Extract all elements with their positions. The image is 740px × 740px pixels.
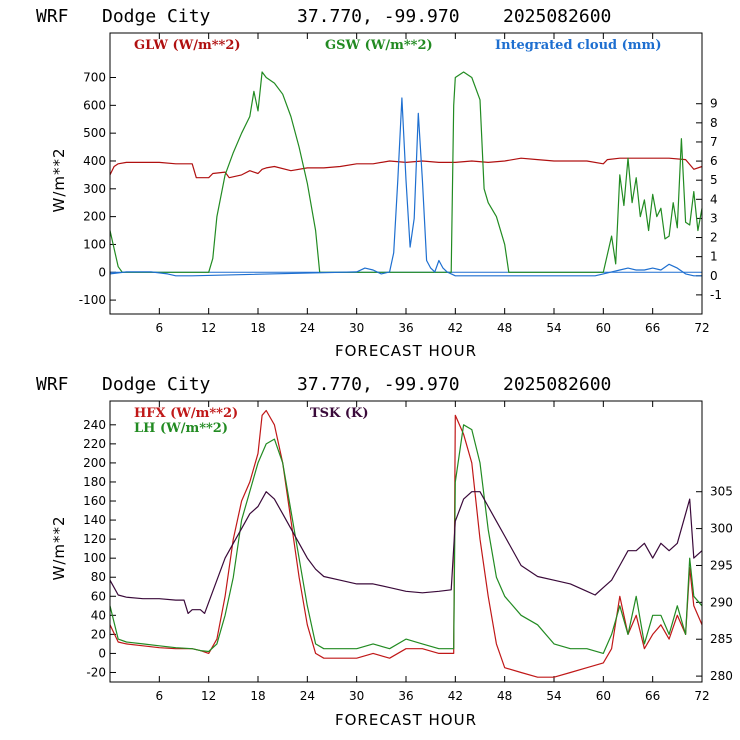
x-tick-label: 36 [398, 321, 413, 335]
y-tick-label: 80 [91, 570, 106, 584]
y-tick-label: 220 [83, 437, 106, 451]
x-tick-label: 72 [694, 689, 709, 703]
y-tick-label: -100 [79, 293, 106, 307]
header-station: Dodge City [102, 6, 211, 27]
y-tick-label: 120 [83, 532, 106, 546]
y2-tick-label: 7 [710, 135, 718, 149]
series-lines [109, 409, 703, 678]
y-tick-label: 700 [83, 71, 106, 85]
panel-radiation: WRF Dodge City 37.770, -99.970 202508260… [36, 6, 722, 360]
x-tick-label: 42 [448, 689, 463, 703]
legend-gsw: GSW (W/m**2) [325, 38, 433, 53]
header-model: WRF [36, 6, 69, 27]
y-tick-label: 100 [83, 237, 106, 251]
x-tick-label: 6 [156, 689, 164, 703]
series-line-glw [109, 157, 703, 179]
y2-tick-label: 280 [710, 669, 733, 683]
y2-tick-label: -1 [710, 288, 722, 302]
x-tick-label: 36 [398, 689, 413, 703]
header-model: WRF [36, 374, 69, 395]
axis-ticks: 6 12 18 24 30 36 42 48 54 60 66 72-1000100200300400… [79, 33, 722, 335]
y2-tick-label: 9 [710, 97, 718, 111]
panel-fluxes: WRF Dodge City 37.770, -99.970 202508260… [36, 374, 733, 729]
y-tick-label: 0 [98, 646, 106, 660]
y2-tick-label: 2 [710, 231, 718, 245]
legend-glw: GLW (W/m**2) [134, 38, 241, 53]
x-tick-label: 30 [349, 689, 364, 703]
x-tick-label: 66 [645, 689, 660, 703]
x-tick-label: 12 [201, 321, 216, 335]
legend-tsk: TSK (K) [310, 406, 369, 421]
y2-tick-label: 8 [710, 116, 718, 130]
legend-cloud: Integrated cloud (mm) [495, 38, 661, 53]
x-tick-label: 30 [349, 321, 364, 335]
header-run: 2025082600 [503, 374, 611, 395]
x-axis-label: FORECAST HOUR [335, 711, 477, 729]
legend-lh: LH (W/m**2) [134, 421, 228, 436]
x-tick-label: 60 [596, 689, 611, 703]
y-tick-label: 180 [83, 475, 106, 489]
x-tick-label: 42 [448, 321, 463, 335]
x-tick-label: 54 [546, 689, 561, 703]
y2-tick-label: 1 [710, 250, 718, 264]
x-tick-label: 60 [596, 321, 611, 335]
y2-tick-label: 4 [710, 192, 718, 206]
y2-tick-label: 290 [710, 595, 733, 609]
x-tick-label: 72 [694, 321, 709, 335]
y2-tick-label: 3 [710, 211, 718, 225]
y2-tick-label: 5 [710, 173, 718, 187]
y-tick-label: -20 [86, 665, 106, 679]
x-tick-label: 18 [250, 689, 265, 703]
x-tick-label: 24 [300, 321, 315, 335]
y2-tick-label: 6 [710, 154, 718, 168]
y-tick-label: 200 [83, 456, 106, 470]
y-axis-label: W/m**2 [50, 147, 68, 212]
series-line-lh [109, 424, 703, 655]
y-tick-label: 600 [83, 98, 106, 112]
x-axis-label: FORECAST HOUR [335, 342, 477, 360]
series-line-integrated [109, 97, 702, 277]
series-line-tsk [109, 491, 703, 615]
header-station: Dodge City [102, 374, 211, 395]
x-tick-label: 24 [300, 689, 315, 703]
header-coords: 37.770, -99.970 [297, 374, 460, 395]
legend-hfx: HFX (W/m**2) [134, 406, 238, 421]
y-tick-label: 100 [83, 551, 106, 565]
y-axis-label: W/m**2 [50, 515, 68, 580]
series-line-gsw [109, 71, 703, 273]
y2-tick-label: 0 [710, 269, 718, 283]
y-tick-label: 140 [83, 513, 106, 527]
x-tick-label: 48 [497, 689, 512, 703]
y-tick-label: 60 [91, 589, 106, 603]
y2-tick-label: 300 [710, 522, 733, 536]
y-tick-label: 200 [83, 210, 106, 224]
y-tick-label: 0 [98, 265, 106, 279]
y2-tick-label: 305 [710, 485, 733, 499]
y-tick-label: 240 [83, 418, 106, 432]
x-tick-label: 6 [156, 321, 164, 335]
x-tick-label: 48 [497, 321, 512, 335]
series-line-hfx [109, 409, 703, 678]
header-coords: 37.770, -99.970 [297, 6, 460, 27]
plot-frame [109, 400, 703, 683]
y-tick-label: 300 [83, 182, 106, 196]
x-tick-label: 18 [250, 321, 265, 335]
y2-tick-label: 285 [710, 632, 733, 646]
y-tick-label: 20 [91, 627, 106, 641]
axis-ticks: 6 12 18 24 30 36 42 48 54 60 66 72 -20 0 20 40 60 80 100 12… [83, 401, 733, 703]
plot-frame [109, 32, 703, 315]
y2-tick-label: 295 [710, 558, 733, 572]
y-tick-label: 40 [91, 608, 106, 622]
header-run: 2025082600 [503, 6, 611, 27]
y-tick-label: 160 [83, 494, 106, 508]
x-tick-label: 54 [546, 321, 561, 335]
x-tick-label: 66 [645, 321, 660, 335]
y-tick-label: 500 [83, 126, 106, 140]
y-tick-label: 400 [83, 154, 106, 168]
series-lines [109, 71, 703, 277]
x-tick-label: 12 [201, 689, 216, 703]
